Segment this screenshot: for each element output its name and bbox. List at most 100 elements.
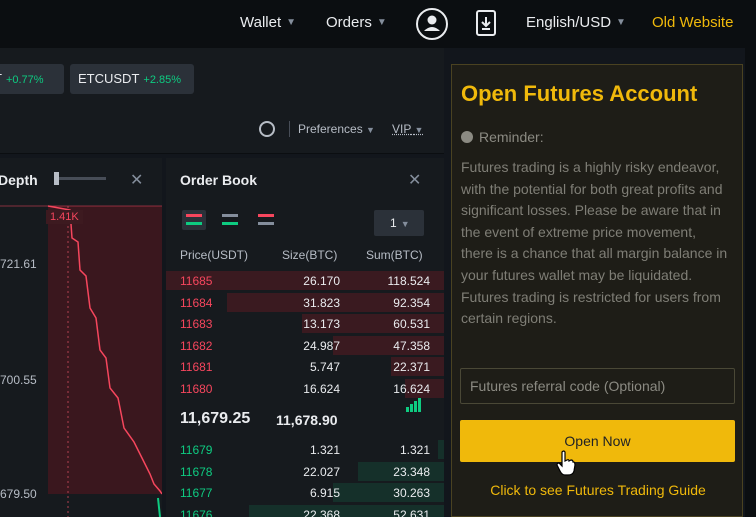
depth-bar bbox=[333, 335, 444, 355]
order-book-row[interactable]: 11685 26.170 118.524 bbox=[166, 270, 444, 291]
order-book-panel: Order Book ✕ 1 ▼ Price(USDT) Size(BTC) Su… bbox=[166, 158, 444, 517]
sum-column-header: Sum(BTC) bbox=[366, 248, 423, 262]
precision-value: 1 bbox=[390, 216, 397, 230]
both-sides-view-icon[interactable] bbox=[182, 210, 206, 230]
depth-bar bbox=[391, 357, 444, 376]
order-size: 31.823 bbox=[303, 295, 340, 310]
close-icon[interactable]: ✕ bbox=[408, 172, 422, 189]
futures-title: Open Futures Account bbox=[461, 81, 698, 106]
depth-chart bbox=[0, 205, 162, 517]
depth-bar bbox=[333, 483, 444, 502]
chevron-down-icon: ▼ bbox=[366, 125, 375, 135]
depth-zoom-slider[interactable] bbox=[54, 172, 106, 185]
order-sum: 52.631 bbox=[393, 507, 430, 517]
depth-tooltip-tag: 1.41K bbox=[46, 210, 83, 224]
price-column-header: Price(USDT) bbox=[180, 248, 248, 262]
order-book-title: Order Book bbox=[180, 172, 258, 188]
ticker-symbol: T bbox=[0, 71, 2, 86]
vip-label: VIP bbox=[392, 122, 412, 136]
order-size: 13.173 bbox=[303, 317, 340, 331]
order-sum: 60.531 bbox=[393, 317, 430, 331]
depth-bar bbox=[166, 271, 444, 290]
depth-bar bbox=[438, 440, 444, 459]
depth-bar bbox=[227, 292, 444, 312]
wallet-menu[interactable]: Wallet ▼ bbox=[240, 14, 296, 31]
order-book-row[interactable]: 11684 31.823 92.354 bbox=[166, 292, 444, 313]
wallet-label: Wallet bbox=[240, 14, 282, 31]
order-price: 11679 bbox=[180, 443, 213, 457]
order-price: 11681 bbox=[180, 360, 213, 374]
depth-axis-label: 721.61 bbox=[0, 257, 37, 271]
last-price: 11,679.25 bbox=[180, 410, 251, 427]
order-size: 24.987 bbox=[303, 338, 340, 353]
ticker-strip: T+0.77% ETCUSDT+2.85% bbox=[0, 48, 444, 104]
divider bbox=[289, 121, 290, 137]
download-icon[interactable] bbox=[476, 10, 496, 36]
open-now-button[interactable]: Open Now bbox=[460, 420, 735, 462]
preferences-label: Preferences bbox=[298, 122, 363, 136]
asks-only-view-icon[interactable] bbox=[254, 210, 278, 230]
order-price: 11678 bbox=[180, 464, 213, 479]
order-size: 22.368 bbox=[303, 507, 340, 517]
order-size: 16.624 bbox=[303, 381, 340, 396]
ticker-change: +0.77% bbox=[5, 74, 44, 86]
order-sum: 118.524 bbox=[387, 274, 431, 288]
user-icon[interactable] bbox=[416, 8, 448, 40]
preferences-menu[interactable]: Preferences ▼ bbox=[298, 122, 375, 136]
order-price: 11682 bbox=[180, 338, 213, 353]
order-sum: 22.371 bbox=[393, 360, 430, 374]
risk-warning-text: Futures trading is a highly risky endeav… bbox=[461, 159, 728, 327]
order-book-row[interactable]: 11682 24.987 47.358 bbox=[166, 335, 444, 356]
depth-panel: Depth ✕ 1.41K 721.61 700.55 679.50 bbox=[0, 158, 162, 517]
order-size: 26.170 bbox=[303, 274, 340, 288]
order-book-row[interactable]: 11678 22.027 23.348 bbox=[166, 461, 444, 482]
order-size: 5.747 bbox=[309, 360, 340, 374]
slider-handle[interactable] bbox=[54, 172, 59, 185]
settings-row: Preferences ▼ VIP ▼ bbox=[0, 104, 444, 154]
hand-cursor-icon bbox=[556, 450, 576, 476]
order-price: 11684 bbox=[180, 295, 213, 310]
chevron-down-icon: ▼ bbox=[616, 17, 626, 28]
depth-title: Depth bbox=[0, 172, 38, 188]
depth-bar bbox=[405, 378, 444, 398]
chevron-down-icon: ▼ bbox=[286, 17, 297, 28]
info-icon bbox=[461, 131, 473, 143]
referral-code-input[interactable] bbox=[460, 368, 735, 404]
order-book-row[interactable]: 11676 22.368 52.631 bbox=[166, 504, 444, 517]
futures-guide-link[interactable]: Click to see Futures Trading Guide bbox=[490, 482, 706, 498]
order-price: 11680 bbox=[180, 381, 213, 396]
precision-select[interactable]: 1 ▼ bbox=[374, 210, 424, 236]
bids-only-view-icon[interactable] bbox=[218, 210, 242, 230]
depth-bar bbox=[249, 504, 444, 517]
order-book-row[interactable]: 11677 6.915 30.263 bbox=[166, 482, 444, 503]
ticker-symbol: ETCUSDT bbox=[78, 71, 140, 86]
order-sum: 16.624 bbox=[393, 381, 430, 396]
close-icon[interactable]: ✕ bbox=[130, 172, 144, 189]
order-book-row[interactable]: 11680 16.624 16.624 bbox=[166, 378, 444, 399]
old-website-link[interactable]: Old Website bbox=[652, 14, 734, 31]
order-book-row[interactable]: 11679 1.321 1.321 bbox=[166, 439, 444, 460]
theme-toggle-icon[interactable] bbox=[259, 121, 275, 137]
vip-menu[interactable]: VIP ▼ bbox=[392, 122, 423, 136]
order-book-row[interactable]: 11683 13.173 60.531 bbox=[166, 313, 444, 334]
top-nav: Wallet ▼ Orders ▼ English/USD ▼ Old Website bbox=[0, 0, 756, 48]
order-sum: 47.358 bbox=[393, 338, 430, 353]
mark-price: 11,678.90 bbox=[276, 412, 338, 428]
depth-axis-label: 679.50 bbox=[0, 487, 37, 501]
reminder-heading: Reminder: bbox=[461, 129, 544, 145]
depth-bar bbox=[358, 461, 444, 481]
order-book-row[interactable]: 11681 5.747 22.371 bbox=[166, 356, 444, 377]
order-price: 11685 bbox=[180, 274, 213, 288]
language-menu[interactable]: English/USD ▼ bbox=[526, 14, 626, 31]
ticker-chip[interactable]: ETCUSDT +2.85% bbox=[70, 64, 194, 94]
orders-menu[interactable]: Orders ▼ bbox=[326, 14, 387, 31]
order-price: 11683 bbox=[180, 317, 213, 331]
ticker-chip[interactable]: T+0.77% bbox=[0, 64, 64, 94]
order-sum: 23.348 bbox=[393, 464, 430, 479]
order-sum: 30.263 bbox=[393, 486, 430, 500]
order-price: 11676 bbox=[180, 507, 213, 517]
language-label: English/USD bbox=[526, 14, 612, 31]
chevron-down-icon: ▼ bbox=[376, 17, 387, 28]
order-size: 22.027 bbox=[303, 464, 340, 479]
size-column-header: Size(BTC) bbox=[282, 248, 338, 262]
